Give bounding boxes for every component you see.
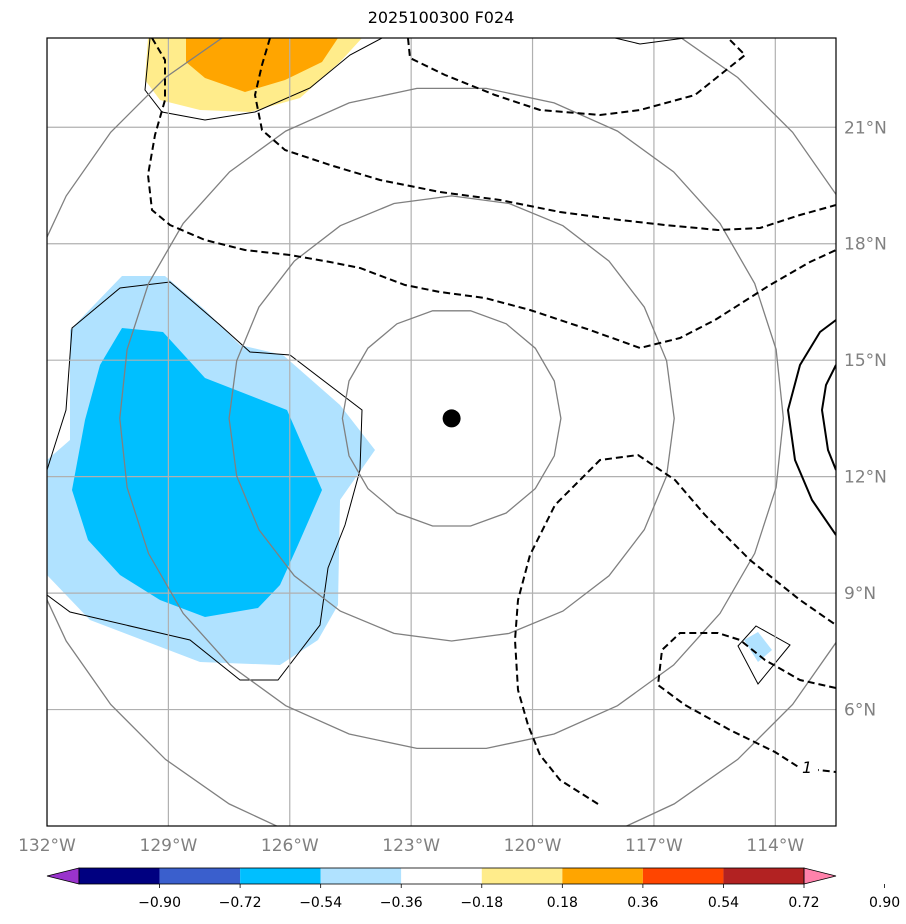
solid-contours [786,319,836,536]
dashed-contour-5 [656,632,836,773]
x-tick-label-0: 132°W [18,836,76,856]
colorbar-label-7: 0.54 [708,895,739,911]
plot-frame [46,37,837,827]
x-tick-label-5: 117°W [625,836,683,856]
gridlines [47,38,836,826]
small-anomaly-fill [744,632,772,662]
chart-title: 2025100300 F024 [367,8,515,27]
x-tick-label-3: 123°W [382,836,440,856]
positive-anomaly-outline [144,38,383,121]
x-tick-label-6: 114°W [746,836,804,856]
x-tick-label-4: 120°W [504,836,562,856]
y-tick-label-0: 6°N [844,701,876,721]
thin-contour-ne [614,38,686,45]
colorbar-swatch-7 [642,868,724,884]
x-tick-label-2: 126°W [261,836,319,856]
dashed-contour-1 [146,38,836,350]
dashed-contours [146,38,836,805]
colorbar-label-0: −0.90 [138,895,181,911]
colorbar-frame [78,867,805,885]
colorbar-label-3: −0.36 [380,895,423,911]
colorbar-swatch-0 [79,868,160,884]
y-axis-labels: 6°N 9°N 12°N 15°N 18°N 21°N [844,118,887,720]
range-ring-3 [47,38,836,826]
y-tick-label-4: 18°N [844,235,887,255]
contour-label: 1 [802,758,812,777]
range-ring-1 [228,195,675,642]
colorbar-swatch-2 [240,868,321,884]
contour-label-bg [798,754,818,774]
x-axis-labels: 132°W 129°W 126°W 123°W 120°W 117°W 114°W [18,836,804,856]
colorbar-label-2: −0.54 [299,895,342,911]
colorbar-label-6: 0.36 [627,895,658,911]
y-tick-label-5: 21°N [844,118,887,138]
colorbar-label-5: 0.18 [547,895,578,911]
colorbar-swatch-8 [723,868,804,884]
y-tick-label-2: 12°N [844,468,887,488]
colorbar-extend-low [46,867,80,885]
colorbar-swatch-5 [481,868,563,884]
negative-anomaly-outline [47,281,363,681]
colorbar-swatch-1 [159,868,241,884]
range-rings [47,38,836,826]
y-tick-label-3: 15°N [844,351,887,371]
dashed-contour-3 [407,38,747,117]
colorbar-label-9: 0.90 [869,895,900,911]
colorbar-extend-high [803,867,837,885]
colorbar-swatch-3 [320,868,402,884]
plot-area: 1 [47,38,836,826]
colorbar-label-1: −0.72 [219,895,262,911]
x-tick-label-1: 129°W [140,836,198,856]
range-ring-0 [341,310,562,527]
y-tick-label-1: 9°N [844,584,876,604]
dashed-contour-4 [513,453,836,805]
colorbar-label-8: 0.72 [788,895,819,911]
storm-center-marker [442,409,461,428]
negative-anomaly-inner-fill [72,328,322,617]
colorbar-label-4: −0.18 [460,895,503,911]
colorbar-swatch-6 [562,868,643,884]
dashed-contour-2 [253,38,836,232]
solid-contour-inner [820,364,836,471]
solid-contour-outer [786,319,836,536]
range-ring-2 [119,87,785,750]
colorbar [46,867,837,885]
small-anomaly-outline [737,625,791,685]
colorbar-labels: −0.90 −0.72 −0.54 −0.36 −0.18 0.18 0.36 0.54 0.7… [138,884,900,911]
colorbar-swatch-4 [401,868,482,884]
